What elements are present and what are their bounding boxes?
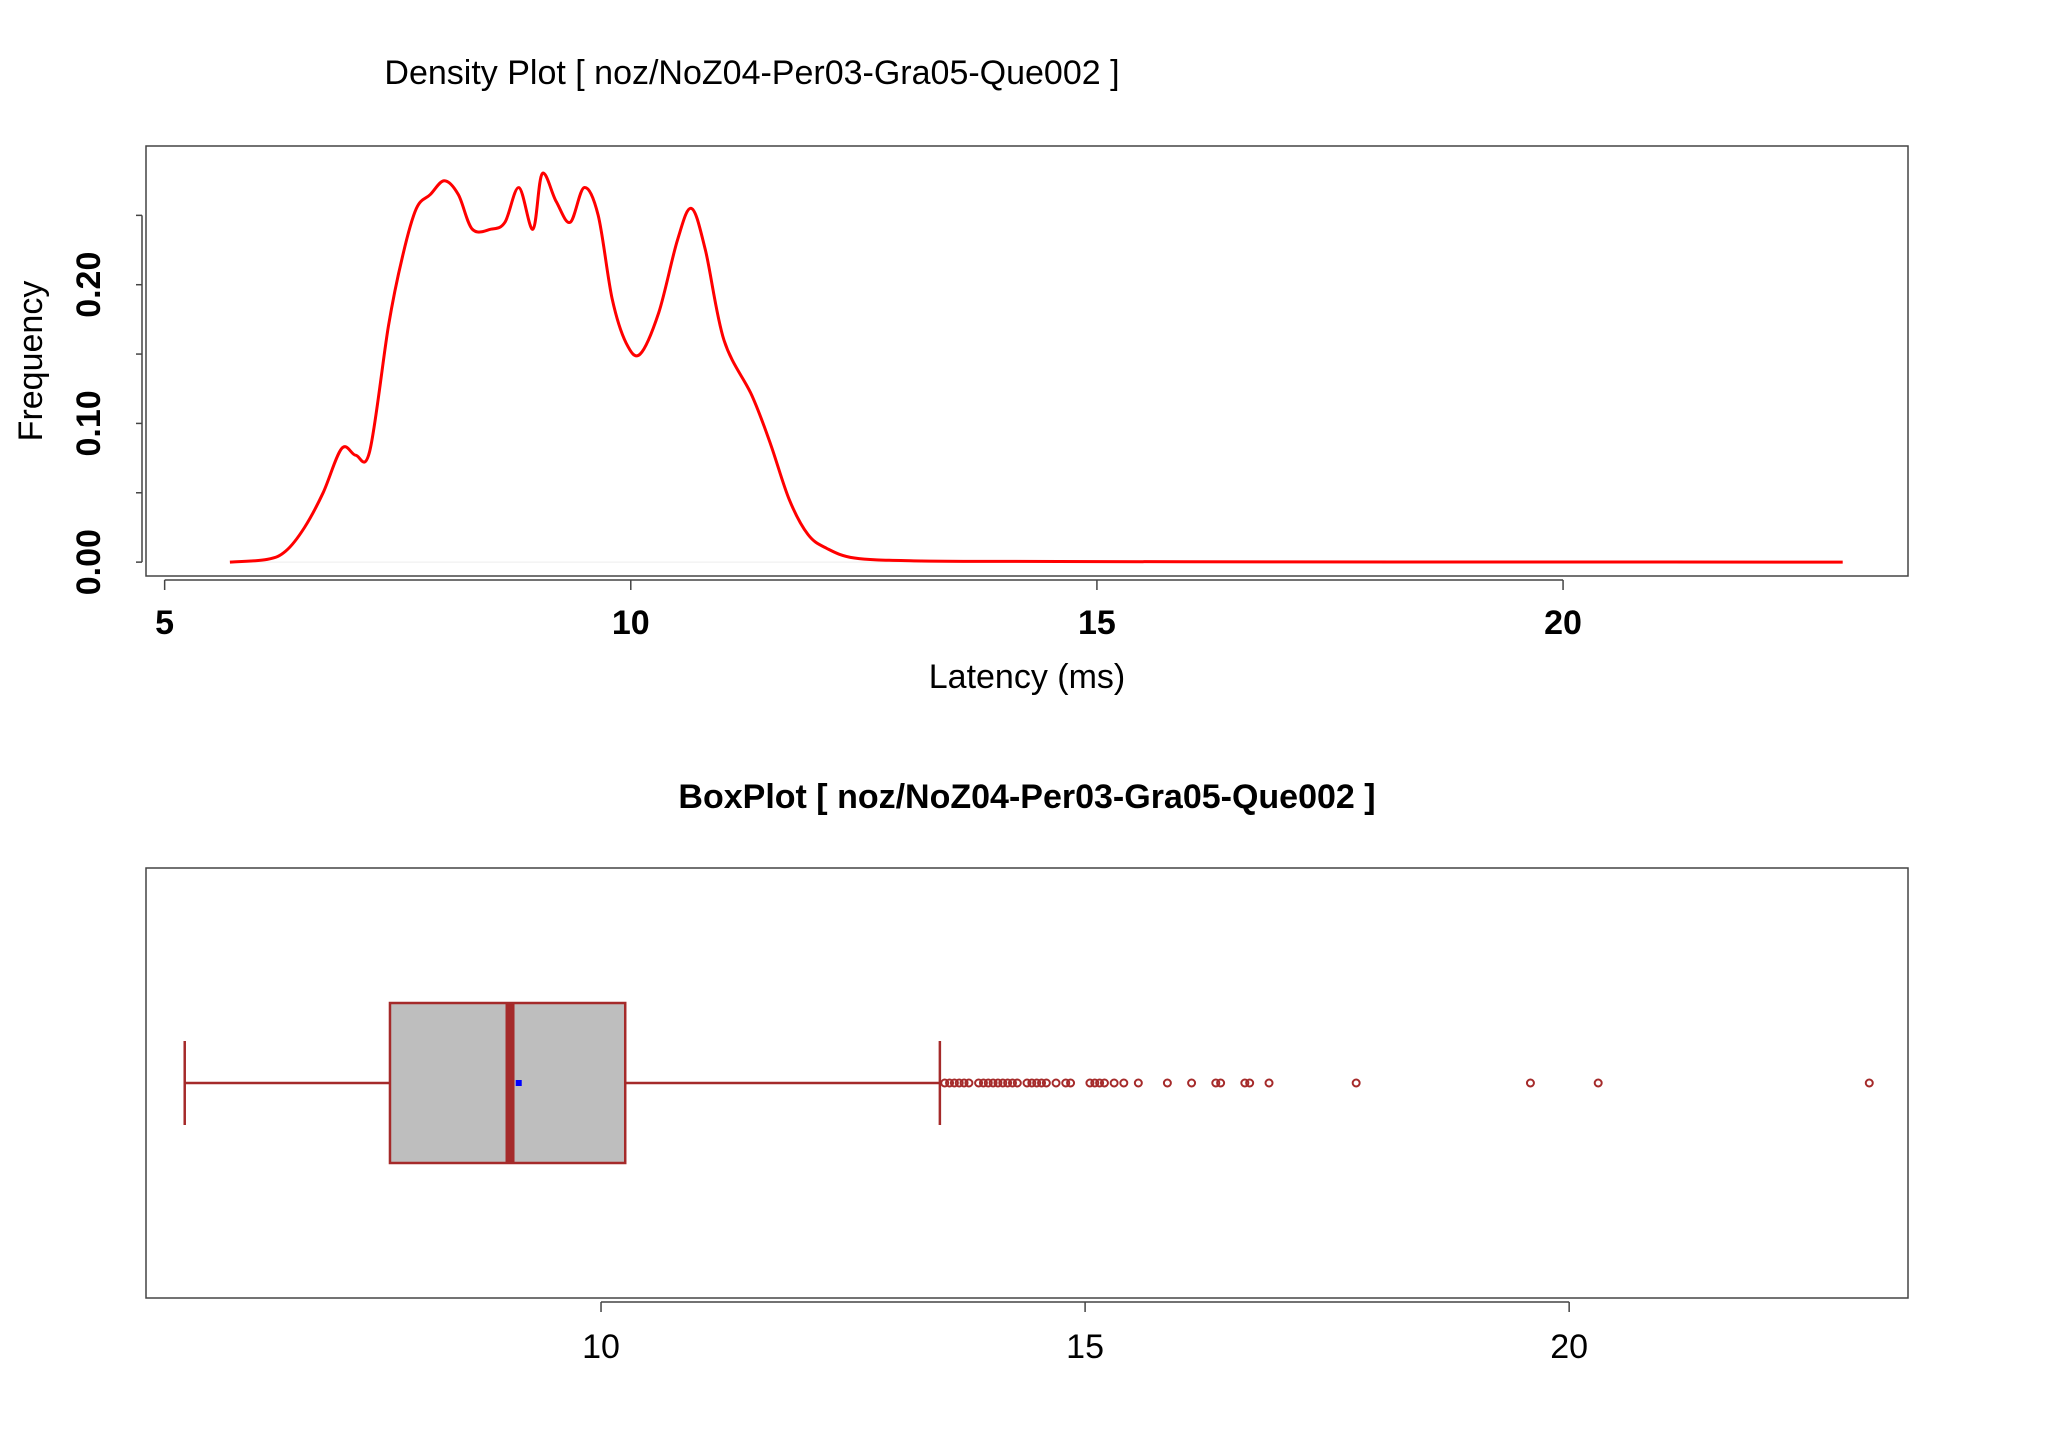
density-x-axis: 5 10 15 20 (155, 579, 1582, 642)
outlier-point (1109, 1078, 1119, 1088)
boxplot-x-tick-label: 20 (1550, 1328, 1588, 1366)
boxplot-x-tick-label: 15 (1066, 1328, 1104, 1366)
outlier-point (940, 1078, 950, 1088)
outlier-point (1351, 1078, 1361, 1088)
outlier-point (998, 1078, 1008, 1088)
outlier-point (1085, 1078, 1095, 1088)
density-y-axis: 0.00 0.10 0.20 (70, 214, 143, 595)
outlier-point (1041, 1078, 1051, 1088)
density-x-tick-label: 20 (1544, 604, 1582, 642)
outlier-point (964, 1078, 974, 1088)
density-y-tick-label: 0.10 (70, 390, 108, 456)
outlier-point (954, 1078, 964, 1088)
outlier-point (1037, 1078, 1047, 1088)
outlier-point (1027, 1078, 1037, 1088)
density-y-tick-label: 0.20 (70, 252, 108, 318)
outlier-point (1061, 1078, 1071, 1088)
density-x-tick-label: 10 (612, 604, 650, 642)
outlier-point (1593, 1078, 1603, 1088)
outlier-point (1264, 1078, 1274, 1088)
outlier-point (978, 1078, 988, 1088)
density-x-tick-label: 15 (1078, 604, 1116, 642)
density-x-axis-label: Latency (ms) (929, 658, 1126, 696)
outlier-point (1012, 1078, 1022, 1088)
outlier-point (983, 1078, 993, 1088)
outlier-point (1022, 1078, 1032, 1088)
outlier-point (1003, 1078, 1013, 1088)
density-y-axis-label: Frequency (12, 281, 50, 442)
outlier-point (1066, 1078, 1076, 1088)
outlier-point (1525, 1078, 1535, 1088)
outlier-point (1051, 1078, 1061, 1088)
outlier-point (1095, 1078, 1105, 1088)
density-y-tick-label: 0.00 (70, 529, 108, 595)
density-title: Density Plot [ noz/NoZ04-Per03-Gra05-Que… (384, 54, 1119, 92)
outlier-point (1245, 1078, 1255, 1088)
outlier-point (1216, 1078, 1226, 1088)
outlier-point (949, 1078, 959, 1088)
outlier-point (1162, 1078, 1172, 1088)
density-line (229, 171, 1843, 564)
outlier-point (959, 1078, 969, 1088)
outlier-point (1864, 1078, 1874, 1088)
outlier-point (993, 1078, 1003, 1088)
outlier-point (1211, 1078, 1221, 1088)
density-x-tick-label: 5 (155, 604, 174, 642)
outlier-point (1032, 1078, 1042, 1088)
density-series-group (229, 171, 1843, 564)
outlier-point (1090, 1078, 1100, 1088)
boxplot-group (183, 1001, 1874, 1165)
density-plot-frame (145, 145, 1909, 577)
outlier-point (1007, 1078, 1017, 1088)
boxplot-x-tick-label: 10 (582, 1328, 620, 1366)
outlier-point (1099, 1078, 1109, 1088)
outlier-point (1119, 1078, 1129, 1088)
outlier-point (988, 1078, 998, 1088)
outlier-point (974, 1078, 984, 1088)
outlier-point (945, 1078, 955, 1088)
mean-marker (515, 1080, 522, 1086)
boxplot-x-axis: 10 15 20 (582, 1301, 1588, 1366)
boxplot-title: BoxPlot [ noz/NoZ04-Per03-Gra05-Que002 ] (678, 778, 1375, 816)
boxplot-frame (145, 867, 1909, 1299)
outlier-point (1187, 1078, 1197, 1088)
outlier-point (1240, 1078, 1250, 1088)
outlier-point (1133, 1078, 1143, 1088)
